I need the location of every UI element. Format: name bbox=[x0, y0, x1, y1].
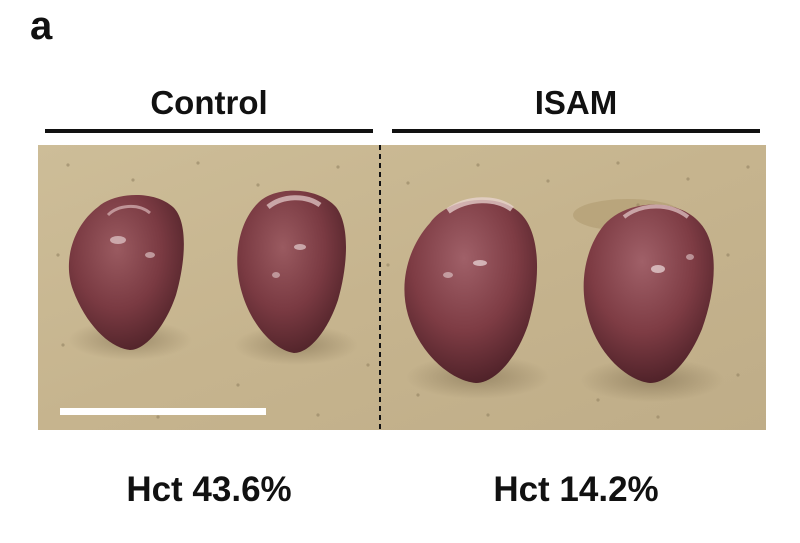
control-heart-1 bbox=[68, 194, 184, 350]
group-label-isam: ISAM bbox=[534, 84, 618, 121]
isam-heart-2 bbox=[583, 204, 714, 383]
paper-texture bbox=[56, 161, 750, 419]
heart-photo bbox=[38, 145, 766, 430]
isam-heart-1 bbox=[404, 197, 538, 383]
hct-label-control: Hct 43.6% bbox=[126, 470, 292, 509]
group-bar-isam bbox=[392, 129, 760, 133]
control-heart-2 bbox=[237, 190, 346, 353]
scale-bar bbox=[60, 408, 266, 415]
panel-letter: a bbox=[30, 4, 53, 48]
group-label-control: Control bbox=[150, 84, 268, 121]
group-bar-control bbox=[45, 129, 373, 133]
hct-label-isam: Hct 14.2% bbox=[493, 470, 659, 509]
